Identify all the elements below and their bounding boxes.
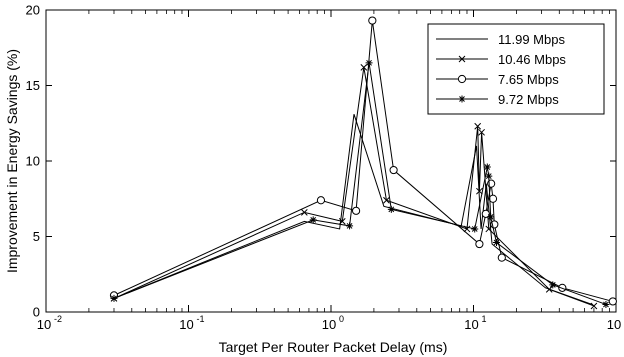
series-3 xyxy=(110,59,610,308)
x-tick-label-exponent: -2 xyxy=(54,314,62,324)
data-point xyxy=(475,239,484,249)
legend-label: 11.99 Mbps xyxy=(498,32,565,47)
data-point xyxy=(478,128,485,136)
data-point xyxy=(300,208,308,216)
legend-entry: 10.46 Mbps xyxy=(436,52,566,67)
series-layer xyxy=(109,16,617,310)
series-0 xyxy=(113,114,593,305)
data-point xyxy=(497,253,506,262)
x-tick-label-exponent: 0 xyxy=(339,314,344,324)
x-axis-label: Target Per Router Packet Delay (ms) xyxy=(219,339,448,355)
data-point xyxy=(110,294,118,302)
legend: 11.99 Mbps 10.46 Mbps 7.65 Mbps 9.72 Mbps xyxy=(427,23,605,115)
data-point xyxy=(492,239,500,247)
data-point xyxy=(316,196,326,205)
legend-marker xyxy=(458,55,466,63)
legend-label: 7.65 Mbps xyxy=(498,72,559,87)
legend-marker xyxy=(457,74,467,84)
series-line xyxy=(113,62,607,305)
data-point xyxy=(485,225,493,233)
data-point xyxy=(365,59,373,67)
y-tick-label: 0 xyxy=(33,305,40,320)
data-point xyxy=(360,64,368,71)
data-point xyxy=(549,281,557,289)
data-point xyxy=(483,163,491,171)
data-point xyxy=(602,300,610,308)
y-tick-label: 20 xyxy=(26,3,40,18)
x-tick-label-exponent: 1 xyxy=(482,314,487,324)
data-point xyxy=(346,222,354,230)
x-tick-label: 10 xyxy=(322,317,336,332)
data-point xyxy=(471,225,479,233)
data-point xyxy=(487,213,495,221)
x-tick-label-exponent: -1 xyxy=(197,314,205,324)
data-point xyxy=(338,218,346,225)
x-tick-label: 10 xyxy=(607,317,621,332)
series-line xyxy=(113,67,595,307)
data-point xyxy=(383,196,390,204)
x-tick-label: 10 xyxy=(37,317,51,332)
y-tick-label: 10 xyxy=(26,154,40,169)
legend-entry: 9.72 Mbps xyxy=(436,92,559,107)
legend-entry: 11.99 Mbps xyxy=(436,32,565,47)
legend-entry: 7.65 Mbps xyxy=(436,72,559,87)
data-point xyxy=(488,194,498,203)
series-line xyxy=(113,114,593,305)
data-point xyxy=(545,285,553,293)
data-point xyxy=(485,172,493,180)
data-point xyxy=(351,206,361,215)
data-point xyxy=(389,165,398,175)
series-2 xyxy=(109,16,617,306)
data-point xyxy=(481,209,490,218)
x-axis-ticks: 10-210-1100101102 xyxy=(37,10,621,332)
y-axis-ticks: 0 5 10 15 20 xyxy=(26,3,616,320)
legend-label: 10.46 Mbps xyxy=(498,52,566,67)
data-point xyxy=(368,16,377,25)
legend-marker xyxy=(458,95,466,103)
legend-label: 9.72 Mbps xyxy=(498,92,559,107)
data-point xyxy=(590,302,598,310)
data-point xyxy=(474,122,482,130)
y-axis-label: Improvement in Energy Savings (%) xyxy=(4,49,20,273)
y-tick-label: 15 xyxy=(26,78,40,93)
y-tick-label: 5 xyxy=(33,229,40,244)
x-tick-label: 10 xyxy=(464,317,478,332)
x-tick-label: 10 xyxy=(179,317,193,332)
data-point xyxy=(608,297,617,306)
data-point xyxy=(309,216,317,224)
data-point xyxy=(476,187,483,195)
data-point xyxy=(387,205,395,213)
